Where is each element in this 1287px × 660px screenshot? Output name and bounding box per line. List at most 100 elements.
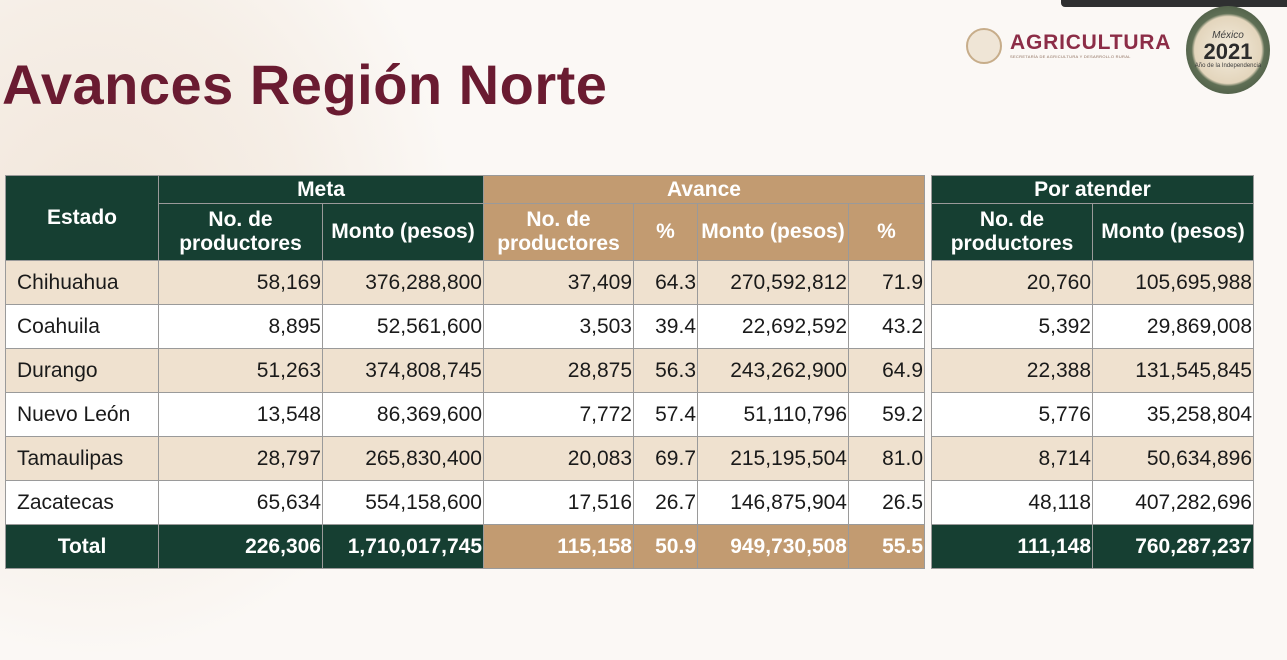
avances-table: Estado Meta Avance No. de productores Mo… xyxy=(5,175,925,569)
cell-meta-prod: 8,895 xyxy=(158,304,323,349)
header-avance-productores: No. de productores xyxy=(483,203,634,261)
total-meta-monto: 1,710,017,745 xyxy=(322,524,484,569)
window-top-bar xyxy=(1061,0,1287,7)
table-row: 5,392 29,869,008 xyxy=(931,304,1254,349)
table-row: Nuevo León 13,548 86,369,600 7,772 57.4 … xyxy=(5,392,925,437)
badge-year: 2021 xyxy=(1203,38,1253,64)
cell-avance-monto-pct: 26.5 xyxy=(848,480,925,525)
cell-pa-monto: 407,282,696 xyxy=(1092,480,1254,525)
cell-avance-prod-pct: 39.4 xyxy=(633,304,698,349)
table-row: Zacatecas 65,634 554,158,600 17,516 26.7… xyxy=(5,480,925,525)
cell-avance-monto-pct: 71.9 xyxy=(848,260,925,305)
total-row: Total 226,306 1,710,017,745 115,158 50.9… xyxy=(5,524,925,569)
cell-meta-prod: 28,797 xyxy=(158,436,323,481)
total-avance-prod: 115,158 xyxy=(483,524,634,569)
cell-pa-prod: 5,776 xyxy=(931,392,1093,437)
agricultura-logo: AGRICULTURA SECRETARÍA DE AGRICULTURA Y … xyxy=(966,28,1171,64)
total-label: Total xyxy=(5,524,159,569)
cell-avance-monto-pct: 43.2 xyxy=(848,304,925,349)
cell-avance-monto: 51,110,796 xyxy=(697,392,849,437)
cell-estado: Durango xyxy=(5,348,159,393)
header-avance-monto: Monto (pesos) xyxy=(697,203,849,261)
cell-avance-prod: 20,083 xyxy=(483,436,634,481)
cell-estado: Chihuahua xyxy=(5,260,159,305)
agricultura-logo-subtitle: SECRETARÍA DE AGRICULTURA Y DESARROLLO R… xyxy=(1010,54,1131,59)
table-row: Tamaulipas 28,797 265,830,400 20,083 69.… xyxy=(5,436,925,481)
cell-estado: Tamaulipas xyxy=(5,436,159,481)
cell-pa-prod: 8,714 xyxy=(931,436,1093,481)
cell-meta-monto: 265,830,400 xyxy=(322,436,484,481)
header-meta: Meta xyxy=(158,175,484,204)
cell-pa-prod: 48,118 xyxy=(931,480,1093,525)
cell-avance-monto-pct: 81.0 xyxy=(848,436,925,481)
cell-estado: Zacatecas xyxy=(5,480,159,525)
cell-avance-prod-pct: 26.7 xyxy=(633,480,698,525)
cell-avance-prod: 17,516 xyxy=(483,480,634,525)
badge-country: México xyxy=(1212,29,1244,41)
cell-avance-prod-pct: 56.3 xyxy=(633,348,698,393)
header-pa-productores: No. de productores xyxy=(931,203,1093,261)
header-meta-productores: No. de productores xyxy=(158,203,323,261)
total-meta-prod: 226,306 xyxy=(158,524,323,569)
header-avance-monto-pct: % xyxy=(848,203,925,261)
cell-meta-monto: 86,369,600 xyxy=(322,392,484,437)
page-title: Avances Región Norte xyxy=(2,53,608,116)
total-avance-monto: 949,730,508 xyxy=(697,524,849,569)
header-pa-monto: Monto (pesos) xyxy=(1092,203,1254,261)
cell-meta-prod: 65,634 xyxy=(158,480,323,525)
header-meta-monto: Monto (pesos) xyxy=(322,203,484,261)
cell-estado: Coahuila xyxy=(5,304,159,349)
total-avance-prod-pct: 50.9 xyxy=(633,524,698,569)
cell-meta-monto: 376,288,800 xyxy=(322,260,484,305)
header-por-atender: Por atender xyxy=(931,175,1254,204)
header-avance-productores-pct: % xyxy=(633,203,698,261)
cell-estado: Nuevo León xyxy=(5,392,159,437)
table-row: 22,388 131,545,845 xyxy=(931,348,1254,393)
cell-meta-prod: 58,169 xyxy=(158,260,323,305)
cell-avance-prod-pct: 64.3 xyxy=(633,260,698,305)
header-estado: Estado xyxy=(5,175,159,261)
por-atender-table: Por atender No. de productores Monto (pe… xyxy=(931,175,1254,569)
badge-subtitle: Año de la Independencia xyxy=(1194,62,1262,69)
cell-avance-monto-pct: 64.9 xyxy=(848,348,925,393)
cell-meta-prod: 13,548 xyxy=(158,392,323,437)
cell-avance-prod-pct: 57.4 xyxy=(633,392,698,437)
cell-avance-monto: 146,875,904 xyxy=(697,480,849,525)
cell-avance-prod: 7,772 xyxy=(483,392,634,437)
table-row: Durango 51,263 374,808,745 28,875 56.3 2… xyxy=(5,348,925,393)
cell-meta-monto: 374,808,745 xyxy=(322,348,484,393)
cell-avance-monto: 215,195,504 xyxy=(697,436,849,481)
cell-avance-monto: 270,592,812 xyxy=(697,260,849,305)
cell-meta-prod: 51,263 xyxy=(158,348,323,393)
cell-pa-monto: 131,545,845 xyxy=(1092,348,1254,393)
cell-avance-prod: 37,409 xyxy=(483,260,634,305)
table-row: 48,118 407,282,696 xyxy=(931,480,1254,525)
cell-avance-monto: 22,692,592 xyxy=(697,304,849,349)
total-avance-monto-pct: 55.5 xyxy=(848,524,925,569)
table-row: 8,714 50,634,896 xyxy=(931,436,1254,481)
cell-pa-monto: 35,258,804 xyxy=(1092,392,1254,437)
cell-pa-monto: 105,695,988 xyxy=(1092,260,1254,305)
mexico-2021-badge: México 2021 Año de la Independencia xyxy=(1186,6,1270,94)
header-avance: Avance xyxy=(483,175,925,204)
cell-meta-monto: 52,561,600 xyxy=(322,304,484,349)
table-row: 5,776 35,258,804 xyxy=(931,392,1254,437)
cell-pa-monto: 50,634,896 xyxy=(1092,436,1254,481)
cell-avance-prod-pct: 69.7 xyxy=(633,436,698,481)
cell-pa-prod: 22,388 xyxy=(931,348,1093,393)
total-row: 111,148 760,287,237 xyxy=(931,524,1254,569)
cell-pa-prod: 5,392 xyxy=(931,304,1093,349)
table-row: Coahuila 8,895 52,561,600 3,503 39.4 22,… xyxy=(5,304,925,349)
cell-avance-monto-pct: 59.2 xyxy=(848,392,925,437)
cell-avance-prod: 3,503 xyxy=(483,304,634,349)
table-row: 20,760 105,695,988 xyxy=(931,260,1254,305)
national-seal-icon xyxy=(966,28,1002,64)
cell-avance-monto: 243,262,900 xyxy=(697,348,849,393)
agricultura-logo-text: AGRICULTURA xyxy=(1010,31,1172,54)
cell-pa-monto: 29,869,008 xyxy=(1092,304,1254,349)
cell-meta-monto: 554,158,600 xyxy=(322,480,484,525)
cell-avance-prod: 28,875 xyxy=(483,348,634,393)
cell-pa-prod: 20,760 xyxy=(931,260,1093,305)
total-pa-monto: 760,287,237 xyxy=(1092,524,1254,569)
total-pa-prod: 111,148 xyxy=(931,524,1093,569)
